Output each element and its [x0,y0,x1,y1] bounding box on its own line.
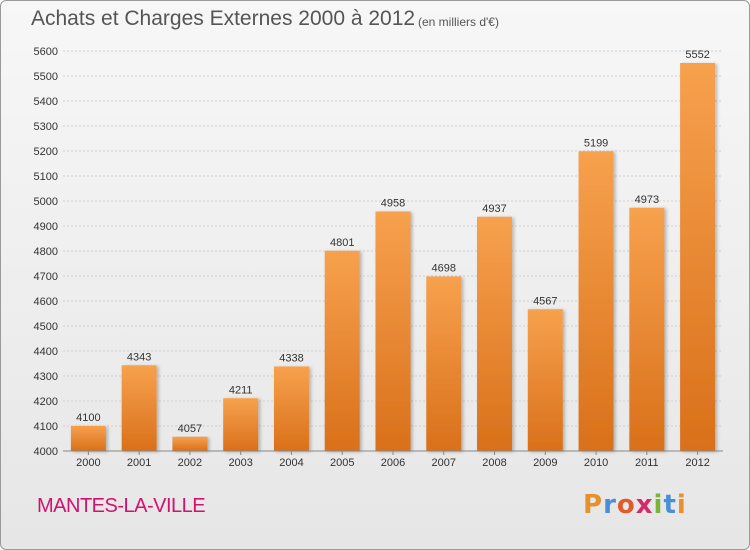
chart-subtitle: (en milliers d'€) [418,15,499,29]
bar-2008 [477,216,513,451]
bar-2003 [223,398,259,451]
bar-2009 [527,309,563,451]
y-tick-label: 5100 [34,171,58,183]
data-label-2002: 4057 [178,423,202,435]
y-tick-label: 4900 [34,221,58,233]
bar-2001 [121,365,157,451]
x-tick-label: 2001 [127,457,151,469]
y-tick-label: 5200 [34,146,58,158]
x-tick-label: 2002 [178,457,202,469]
x-tick-label: 2000 [76,457,100,469]
y-tick-label: 4200 [34,396,58,408]
data-label-2000: 4100 [76,412,100,424]
data-label-2003: 4211 [229,384,253,396]
bar-2000 [70,426,106,451]
y-tick-label: 5600 [34,46,58,58]
data-label-2007: 4698 [432,263,456,275]
y-tick-label: 5300 [34,121,58,133]
data-label-2001: 4343 [127,351,151,363]
x-tick-label: 2007 [432,457,456,469]
y-tick-label: 5500 [34,71,58,83]
proxiti-logo: Proxiti [583,490,687,520]
y-tick-label: 4500 [34,321,58,333]
y-tick-label: 4600 [34,296,58,308]
x-tick-label: 2012 [685,457,709,469]
x-tick-label: 2003 [228,457,252,469]
y-tick-label: 4000 [34,446,58,458]
x-tick-label: 2005 [330,457,354,469]
x-tick-label: 2009 [533,457,557,469]
data-label-2010: 5199 [584,137,608,149]
bar-2004 [273,366,309,451]
bar-2006 [375,211,411,451]
bar-2002 [172,436,208,451]
data-label-2005: 4801 [330,237,354,249]
data-label-2009: 4567 [533,295,557,307]
bar-2011 [629,207,665,451]
location-name: MANTES-LA-VILLE [37,495,206,517]
data-label-2006: 4958 [381,198,405,210]
y-tick-label: 5400 [34,96,58,108]
y-tick-label: 4800 [34,246,58,258]
bar-2012 [680,63,716,451]
y-tick-label: 5000 [34,196,58,208]
x-tick-label: 2011 [635,457,659,469]
data-label-2004: 4338 [279,353,303,365]
x-tick-label: 2008 [482,457,506,469]
x-tick-label: 2004 [279,457,303,469]
data-label-2012: 5552 [685,49,709,61]
y-tick-label: 4700 [34,271,58,283]
bar-2005 [324,250,360,451]
y-tick-label: 4300 [34,371,58,383]
y-tick-label: 4400 [34,346,58,358]
bar-2010 [578,151,614,451]
x-tick-label: 2010 [584,457,608,469]
x-tick-label: 2006 [381,457,405,469]
y-tick-label: 4100 [34,421,58,433]
bar-2007 [426,276,462,451]
data-label-2008: 4937 [482,203,506,215]
data-label-2011: 4973 [635,194,659,206]
chart-title: Achats et Charges Externes 2000 à 2012 [31,7,416,30]
